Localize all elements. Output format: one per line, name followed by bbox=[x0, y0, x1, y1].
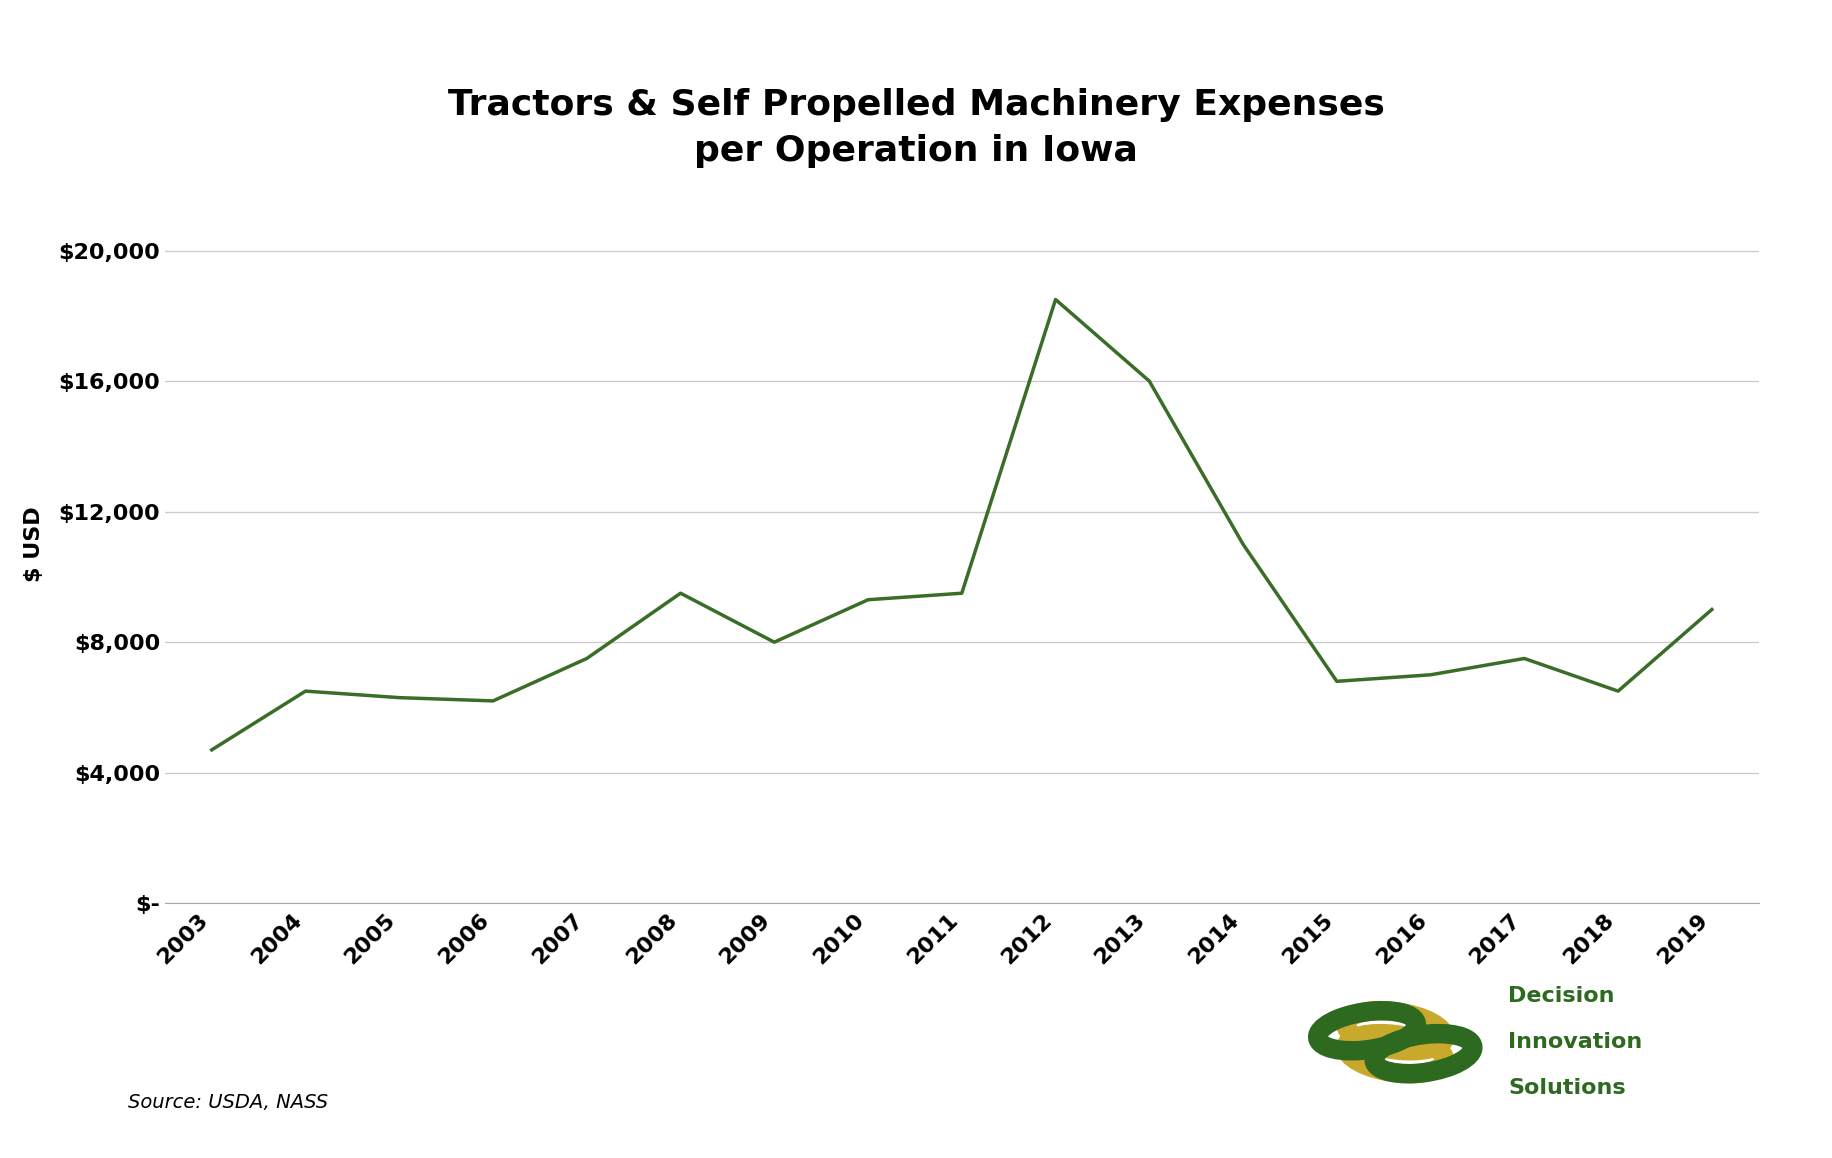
Text: Solutions: Solutions bbox=[1508, 1078, 1625, 1098]
Text: per Operation in Iowa: per Operation in Iowa bbox=[694, 134, 1138, 168]
Text: Innovation: Innovation bbox=[1508, 1032, 1641, 1053]
Text: Tractors & Self Propelled Machinery Expenses: Tractors & Self Propelled Machinery Expe… bbox=[447, 88, 1385, 122]
Text: Source: USDA, NASS: Source: USDA, NASS bbox=[128, 1093, 328, 1112]
Text: Decision: Decision bbox=[1508, 987, 1614, 1006]
Y-axis label: $ USD: $ USD bbox=[24, 506, 44, 582]
